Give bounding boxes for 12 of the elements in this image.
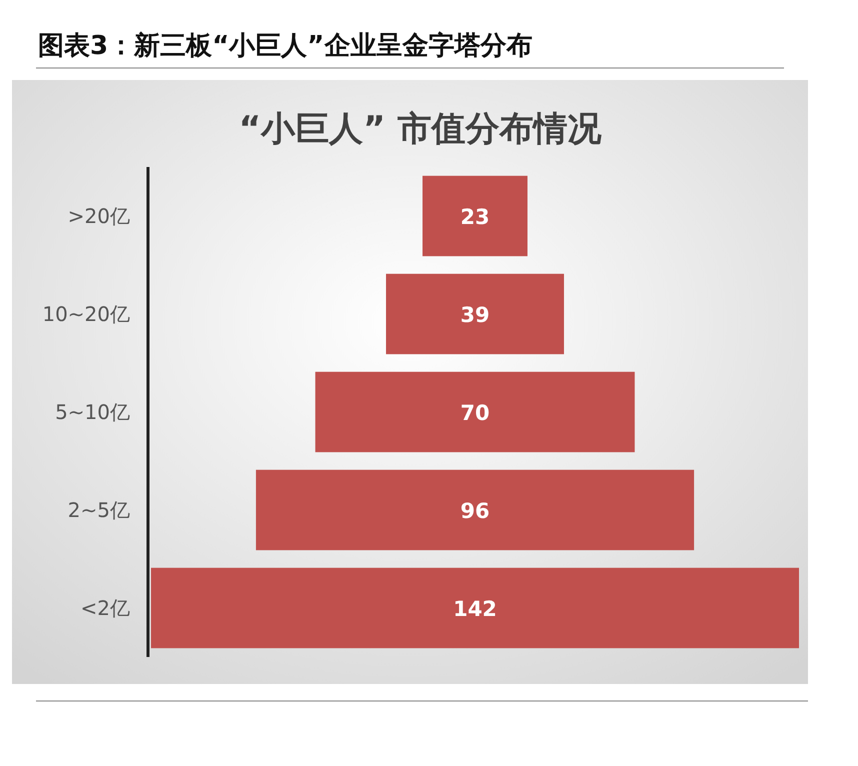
category-label: <2亿 bbox=[80, 596, 130, 620]
text: 图表3：新三板“小巨人”企业呈金字塔分布 bbox=[38, 31, 532, 61]
category-label: >20亿 bbox=[68, 204, 130, 228]
category-label: 5~10亿 bbox=[55, 400, 130, 424]
data-label: 39 bbox=[460, 303, 490, 327]
category-label: 2~5亿 bbox=[68, 498, 130, 522]
data-label: 23 bbox=[460, 205, 490, 229]
category-label: 10~20亿 bbox=[42, 302, 130, 326]
text: “小巨人” 市值分布情况 bbox=[238, 109, 602, 149]
data-label: 96 bbox=[460, 499, 490, 523]
data-label: 142 bbox=[453, 597, 497, 621]
data-label: 70 bbox=[460, 401, 490, 425]
